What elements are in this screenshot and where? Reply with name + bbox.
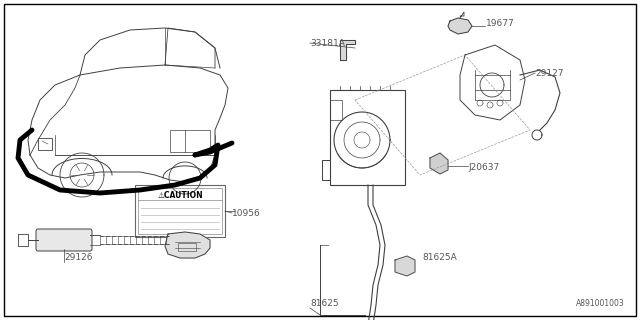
Polygon shape xyxy=(165,232,210,258)
Text: 29126: 29126 xyxy=(64,253,93,262)
Text: 81625A: 81625A xyxy=(422,252,457,261)
Text: ⚠CAUTION: ⚠CAUTION xyxy=(157,190,203,199)
Text: 81625: 81625 xyxy=(310,299,339,308)
Bar xyxy=(330,90,405,185)
Polygon shape xyxy=(340,40,355,60)
FancyBboxPatch shape xyxy=(135,185,225,237)
FancyBboxPatch shape xyxy=(36,229,92,251)
Text: 33181A: 33181A xyxy=(310,38,345,47)
Text: 29127: 29127 xyxy=(535,68,563,77)
Text: 19677: 19677 xyxy=(486,19,515,28)
Text: 10956: 10956 xyxy=(232,209,260,218)
Bar xyxy=(38,138,52,150)
Text: A891001003: A891001003 xyxy=(576,299,625,308)
Bar xyxy=(178,243,196,251)
Bar xyxy=(330,100,342,120)
Polygon shape xyxy=(430,153,448,174)
Text: J20637: J20637 xyxy=(468,164,499,172)
Polygon shape xyxy=(448,18,472,34)
Bar xyxy=(170,130,210,152)
Polygon shape xyxy=(395,256,415,276)
